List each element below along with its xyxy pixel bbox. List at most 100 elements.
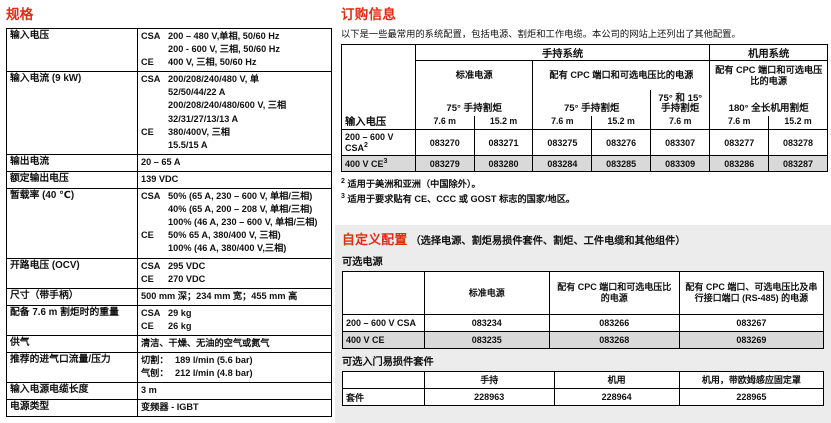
custom-title-line: 自定义配置 （选择电源、割炬易损件套件、割炬、工件电缆和其他组件） — [342, 232, 824, 249]
part-number-cell: 083270 — [414, 129, 475, 156]
spec-label: 输入电压 — [6, 27, 138, 73]
spec-value: 139 VDC — [137, 170, 332, 190]
row-label: 400 V CE3 — [341, 155, 416, 172]
part-number-cell: 083309 — [650, 155, 711, 172]
mode-tag: 切割： — [141, 355, 169, 366]
spec-label: 推荐的进气口流量/压力 — [6, 352, 138, 384]
part-number-cell: 228963 — [423, 388, 555, 406]
spec-line: 380/400V, 三相 — [168, 126, 230, 137]
ordering-title: 订购信息 — [341, 7, 397, 22]
footnote-marker: 2 — [341, 178, 345, 185]
spec-value: 3 m — [137, 382, 332, 401]
part-number-cell: 083286 — [709, 155, 770, 172]
part-number-cell: 083307 — [650, 129, 711, 156]
cert-tag — [141, 113, 168, 126]
spec-line: 400 V, 三相, 50/60 Hz — [168, 57, 257, 68]
spec-label: 电源类型 — [6, 399, 138, 418]
specifications-table: 输入电压 CSA 200 – 480 V,单相, 50/60 Hz 200 - 6… — [6, 27, 332, 418]
spec-label: 尺寸（带手柄） — [6, 287, 138, 306]
custom-title: 自定义配置 — [342, 232, 408, 247]
spec-label: 供气 — [6, 334, 138, 354]
spec-row-dimensions: 尺寸（带手柄） 500 mm 深；234 mm 宽；455 mm 高 — [6, 287, 332, 306]
handheld-system-header: 手持系统 — [415, 44, 710, 61]
spec-value: 清洁、干燥、无油的空气或氮气 — [137, 334, 332, 354]
ordering-row-csa: 200 – 600 V CSA2 083270 083271 083275 08… — [341, 129, 828, 156]
part-number-cell: 083276 — [591, 129, 652, 156]
cert-tag: CSA — [141, 74, 161, 85]
cert-tag: CSA — [141, 307, 161, 318]
spec-label: 暂载率 (40 ℃) — [6, 188, 138, 259]
lead-length-header: 7.6 m — [650, 116, 710, 130]
spec-line: 200 – 480 V,单相, 50/60 Hz — [168, 31, 280, 41]
cert-tag — [141, 242, 168, 255]
torch-header-75-15: 75° 和 15° 手持割炬 — [650, 90, 710, 116]
footnotes: 2 适用于美洲和亚洲（中国除外）。 3 适用于要求贴有 CE、CCC 或 GOS… — [341, 176, 828, 205]
kits-header-row: 手持 机用 机用，带欧姆感应固定罩 — [342, 371, 825, 389]
spec-value: CSA 29 kg CE 26 kg — [137, 304, 332, 336]
lead-length-header: 15.2 m — [473, 116, 533, 130]
cert-tag — [141, 43, 168, 56]
torch-header-75-standard: 75° 手持割炬 — [446, 103, 502, 115]
spec-line: 295 VDC — [168, 260, 206, 271]
spec-line: 270 VDC — [168, 273, 206, 284]
machine-system-header: 机用系统 — [709, 44, 828, 61]
cert-tag: CE — [141, 273, 154, 284]
spec-row-weight: 配备 7.6 m 割炬时的重量 CSA 29 kg CE 26 kg — [6, 304, 332, 336]
spec-row-ocv: 开路电压 (OCV) CSA 295 VDC CE 270 VDC — [6, 257, 332, 289]
cert-tag — [141, 203, 168, 216]
custom-configuration-section: 自定义配置 （选择电源、割炬易损件套件、割炬、工件电缆和其他组件） 可选电源 标准… — [335, 225, 831, 423]
cpc-rs485-power-header: 配有 CPC 端口、可选电压比及串行接口端口 (RS-485) 的电源 — [678, 271, 825, 315]
spec-line: 100% (46 A, 230 – 600 V, 单相/三相) — [168, 217, 318, 228]
spec-line: 15.5/15 A — [168, 139, 208, 150]
optional-power-row-ce: 400 V CE 083235 083268 083269 — [342, 331, 825, 349]
spec-label: 输入电流 (9 kW) — [6, 71, 138, 155]
cert-tag: CE — [141, 320, 154, 331]
spec-line: 40% (65 A, 200 – 208 V, 单相/三相) — [168, 204, 313, 215]
spec-line: 52/50/44/22 A — [168, 87, 226, 98]
spec-line: 26 kg — [168, 320, 192, 331]
cert-tag: CSA — [141, 31, 161, 41]
part-number-cell: 083266 — [548, 314, 680, 332]
cert-tag: CE — [141, 57, 154, 68]
spec-line: 189 l/min (5.6 bar) — [175, 355, 253, 366]
spec-row-output-current: 输出电流 20 – 65 A — [6, 153, 332, 172]
spec-label: 开路电压 (OCV) — [6, 257, 138, 289]
spec-label: 配备 7.6 m 割炬时的重量 — [6, 304, 138, 336]
spec-value: CSA 200 – 480 V,单相, 50/60 Hz 200 - 600 V,… — [137, 27, 332, 73]
power-header-row: 标准电源 配有 CPC 端口和可选电压比的电源 配有 CPC 端口和可选电压比的… — [342, 60, 828, 90]
torch-header-180-machine: 180° 全长机用割炬 — [709, 90, 828, 116]
part-number-cell: 083268 — [548, 331, 680, 349]
cert-tag — [141, 139, 168, 152]
spec-row-input-voltage: 输入电压 CSA 200 – 480 V,单相, 50/60 Hz 200 - 6… — [6, 27, 332, 73]
system-header-row: 输入电压 手持系统 机用系统 — [341, 44, 828, 130]
spec-line: 212 l/min (4.8 bar) — [175, 368, 253, 379]
cert-tag: CE — [141, 126, 154, 137]
cert-tag — [141, 216, 168, 229]
part-number-cell: 083285 — [591, 155, 652, 172]
cert-tag: CSA — [141, 191, 161, 202]
part-number-cell: 083269 — [678, 331, 825, 349]
spec-value: 切割： 189 l/min (5.6 bar) 气刨： 212 l/min (4.8… — [137, 352, 332, 384]
lead-length-header: 15.2 m — [768, 116, 828, 130]
lead-length-header: 7.6 m — [532, 116, 592, 130]
ordering-row-ce: 400 V CE3 083279 083280 083284 083285 08… — [341, 155, 828, 172]
input-voltage-column-header: 输入电压 — [341, 44, 416, 130]
spec-label: 额定输出电压 — [6, 170, 138, 190]
starter-consumable-kits-heading: 可选入门易损件套件 — [342, 357, 434, 368]
starter-consumable-kits-table: 手持 机用 机用，带欧姆感应固定罩 套件 228963 228964 22896… — [342, 371, 825, 406]
spec-line: 50% (65 A, 230 – 600 V, 单相/三相) — [168, 191, 313, 202]
spec-row-power-cord-length: 输入电源电缆长度 3 m — [6, 382, 332, 401]
optional-power-heading: 可选电源 — [342, 257, 383, 268]
torch-header-75-15-line1: 75° 和 15° — [658, 92, 703, 104]
optional-power-table: 标准电源 配有 CPC 端口和可选电压比的电源 配有 CPC 端口、可选电压比及… — [342, 271, 825, 349]
spec-label: 输入电源电缆长度 — [6, 382, 138, 401]
lead-length-header: 15.2 m — [591, 116, 651, 130]
spec-row-power-supply-type: 电源类型 变频器 - IGBT — [6, 399, 332, 418]
optional-power-header-row: 标准电源 配有 CPC 端口和可选电压比的电源 配有 CPC 端口、可选电压比及… — [342, 271, 825, 315]
standard-power-header: 标准电源 — [423, 271, 550, 315]
empty-header-cell — [342, 371, 425, 389]
spec-value: 20 – 65 A — [137, 153, 332, 172]
cpc-power-header: 配有 CPC 端口和可选电压比的电源 — [548, 271, 680, 315]
part-number-cell: 228964 — [553, 388, 680, 406]
machine-kit-header: 机用 — [553, 371, 680, 389]
